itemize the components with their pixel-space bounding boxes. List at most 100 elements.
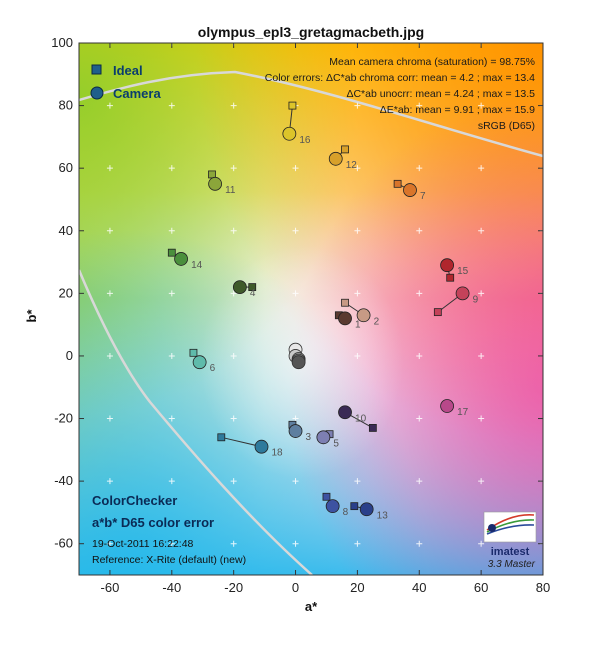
x-tick-label: 40 <box>412 580 426 595</box>
ideal-marker <box>248 283 257 291</box>
grid-mark <box>168 415 175 422</box>
patch-number: 17 <box>457 407 469 418</box>
ideal-marker <box>322 492 331 501</box>
patch-number: 2 <box>374 316 380 327</box>
patch-number: 3 <box>306 432 312 443</box>
version-label: 3.3 Master <box>488 559 536 570</box>
grid-mark <box>354 165 361 172</box>
grid-mark <box>354 352 361 359</box>
grid-mark <box>416 102 423 109</box>
camera-marker <box>316 430 331 445</box>
grid-mark <box>478 165 485 172</box>
camera-marker <box>440 258 455 273</box>
patch-number: 12 <box>346 160 358 171</box>
grid-mark <box>168 478 175 485</box>
camera-marker <box>403 183 417 197</box>
patch-number: 5 <box>333 438 339 449</box>
y-tick-label: 0 <box>66 348 73 363</box>
grid-mark <box>230 478 237 485</box>
grid-mark <box>106 415 113 422</box>
camera-marker <box>208 176 223 191</box>
legend-ideal-label: Ideal <box>113 63 143 78</box>
grid-mark <box>416 415 423 422</box>
grid-mark <box>416 290 423 297</box>
ideal-marker <box>189 348 198 357</box>
camera-marker <box>282 126 297 141</box>
patch-number: 1 <box>355 319 361 330</box>
legend-camera-marker <box>90 86 104 100</box>
grid-mark <box>292 415 299 422</box>
patch-number: 10 <box>355 413 367 424</box>
logo-text: imatest <box>491 546 530 558</box>
y-tick-label: 100 <box>51 35 73 50</box>
grid-mark <box>106 227 113 234</box>
x-tick-label: 60 <box>474 580 488 595</box>
y-tick-label: 20 <box>59 285 73 300</box>
ideal-marker <box>288 101 297 110</box>
info-title: ColorChecker <box>92 493 177 508</box>
y-tick-label: -20 <box>54 411 73 426</box>
grid-mark <box>416 478 423 485</box>
imatest-logo: imatest 3.3 Master <box>483 511 537 570</box>
x-tick-label: -60 <box>101 580 120 595</box>
ideal-marker <box>433 308 442 317</box>
grid-mark <box>168 102 175 109</box>
grid-mark <box>230 165 237 172</box>
grid-mark <box>478 540 485 547</box>
camera-marker <box>338 405 352 420</box>
stats-block: Mean camera chroma (saturation) = 98.75%… <box>265 56 535 132</box>
patch-number: 7 <box>420 191 426 202</box>
patch-number: 4 <box>250 288 256 299</box>
grid-mark <box>292 165 299 172</box>
grid-mark <box>230 290 237 297</box>
grid-mark <box>168 165 175 172</box>
camera-marker <box>174 252 188 266</box>
grid-mark <box>168 227 175 234</box>
grid-mark <box>292 227 299 234</box>
camera-marker <box>254 439 269 454</box>
grid-mark <box>292 478 299 485</box>
info-subtitle: a*b* D65 color error <box>92 515 214 530</box>
grid-mark <box>478 290 485 297</box>
grid-mark <box>230 540 237 547</box>
legend-ideal-marker <box>91 64 102 75</box>
stat-mean-chroma: Mean camera chroma (saturation) = 98.75% <box>329 56 535 68</box>
camera-marker <box>455 286 470 301</box>
camera-marker <box>288 424 303 438</box>
patch-number: 15 <box>457 266 469 277</box>
y-tick-label: -60 <box>54 536 73 551</box>
x-axis-label: a* <box>305 599 318 614</box>
grid-mark <box>106 165 113 172</box>
grid-mark <box>230 227 237 234</box>
grid-mark <box>230 352 237 359</box>
patch-number: 16 <box>299 135 311 146</box>
y-axis-label: b* <box>24 309 39 323</box>
grid-mark <box>478 415 485 422</box>
y-tick-label: -40 <box>54 473 73 488</box>
grid-mark <box>354 290 361 297</box>
grid-mark <box>478 102 485 109</box>
chart-title: olympus_epl3_gretagmacbeth.jpg <box>198 24 424 40</box>
gamut-boundary-left <box>79 269 313 575</box>
info-reference: Reference: X-Rite (default) (new) <box>92 554 246 566</box>
y-tick-label: 40 <box>59 223 73 238</box>
stat-chroma-corr: Color errors: ΔC*ab chroma corr: mean = … <box>265 72 535 84</box>
ideal-marker <box>208 170 216 179</box>
grid-mark <box>416 352 423 359</box>
stat-delta-e: ΔE*ab: mean = 9.91 ; max = 15.9 <box>380 104 535 116</box>
grid-mark <box>478 478 485 485</box>
x-tick-label: 0 <box>292 580 299 595</box>
info-timestamp: 19-Oct-2011 16:22:48 <box>92 538 194 550</box>
grid-mark <box>354 478 361 485</box>
y-tick-label: 60 <box>59 160 73 175</box>
grid-mark <box>230 415 237 422</box>
patch-number: 8 <box>343 507 349 518</box>
camera-marker <box>356 308 371 323</box>
x-tick-label: -40 <box>162 580 181 595</box>
neutral-camera-marker <box>291 355 306 370</box>
grid-mark <box>416 540 423 547</box>
stat-colorspace: sRGB (D65) <box>478 120 535 132</box>
y-tick-label: 80 <box>59 98 73 113</box>
